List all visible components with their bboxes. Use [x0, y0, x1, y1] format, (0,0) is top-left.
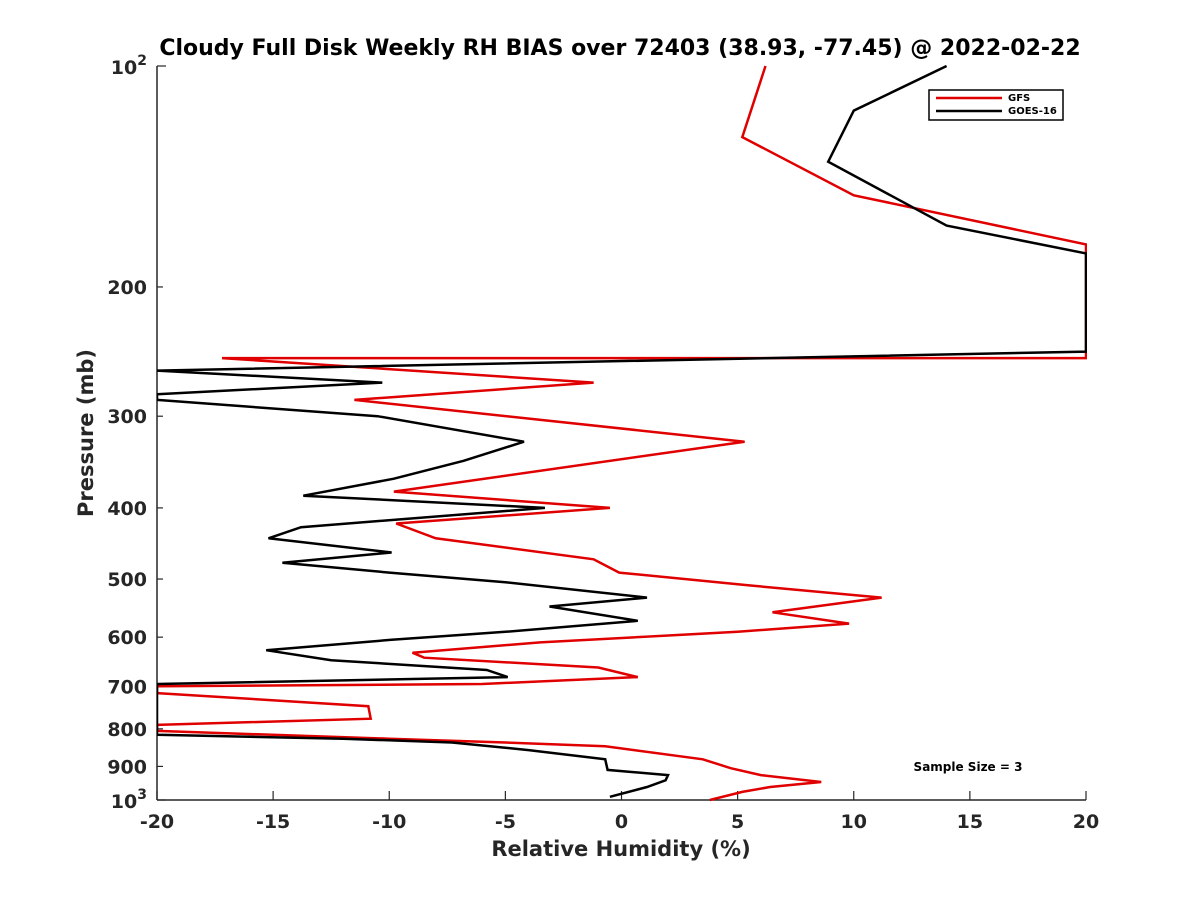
y-tick-label: 102 [111, 53, 147, 79]
y-tick-label: 700 [107, 676, 147, 698]
y-tick-label: 300 [107, 406, 147, 428]
y-tick-label: 400 [107, 498, 147, 520]
y-axis-label: Pressure (mb) [74, 349, 98, 517]
legend: GFS GOES-16 [928, 89, 1064, 121]
sample-size-annotation: Sample Size = 3 [914, 760, 1023, 774]
x-axis-label: Relative Humidity (%) [491, 837, 750, 861]
chart-title: Cloudy Full Disk Weekly RH BIAS over 724… [159, 36, 1080, 61]
legend-label-goes16: GOES-16 [1008, 106, 1057, 117]
y-tick-label: 200 [107, 277, 147, 299]
y-tick-label: 600 [107, 627, 147, 649]
y-tick-label: 103 [111, 787, 147, 813]
y-axis: 102 200 300 400 500 600 700 800 900 103 [107, 53, 166, 813]
y-tick-label: 800 [107, 719, 147, 741]
series-line-goes16 [157, 64, 1087, 799]
x-tick-label: 20 [1073, 811, 1099, 833]
x-tick-label: 5 [731, 811, 744, 833]
x-tick-label: 15 [957, 811, 983, 833]
x-axis: -20 -15 -10 -5 0 5 10 15 20 [140, 791, 1099, 833]
y-tick-label: 500 [107, 569, 147, 591]
legend-label-gfs: GFS [1008, 93, 1030, 104]
x-tick-label: 0 [615, 811, 628, 833]
x-tick-label: -20 [140, 811, 174, 833]
x-tick-label: -10 [372, 811, 406, 833]
x-tick-label: 10 [841, 811, 867, 833]
series-layer [157, 64, 1087, 802]
x-tick-label: -5 [495, 811, 516, 833]
series-line-gfs [157, 65, 1087, 802]
y-tick-label: 900 [107, 756, 147, 778]
legend-box [928, 89, 1064, 121]
x-tick-label: -15 [256, 811, 290, 833]
